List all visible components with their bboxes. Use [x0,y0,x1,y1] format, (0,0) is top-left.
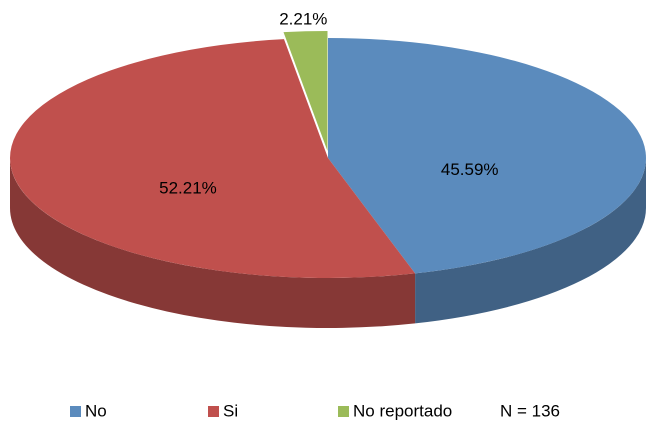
slice [9,39,416,278]
slice [328,38,646,274]
data-label: 2.21% [279,9,327,28]
data-label: 45.59% [441,160,499,179]
legend-swatch [70,406,81,417]
data-label: 52.21% [159,179,217,198]
legend-swatch [208,406,219,417]
legend-label: No reportado [353,401,452,420]
legend-swatch [338,406,349,417]
annotation: N = 136 [500,401,560,420]
legend-label: Si [223,401,238,420]
slice-side [415,158,646,324]
legend-label: No [85,401,107,420]
slice [283,31,328,152]
slice-side [10,158,416,328]
